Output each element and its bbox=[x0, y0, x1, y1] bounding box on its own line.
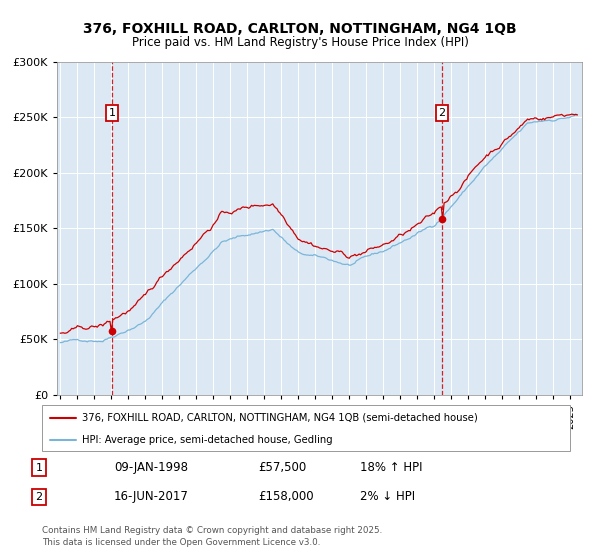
Text: 18% ↑ HPI: 18% ↑ HPI bbox=[360, 461, 422, 474]
Text: £158,000: £158,000 bbox=[258, 490, 314, 503]
Text: 09-JAN-1998: 09-JAN-1998 bbox=[114, 461, 188, 474]
Text: 1: 1 bbox=[109, 108, 116, 118]
Text: £57,500: £57,500 bbox=[258, 461, 306, 474]
Text: 16-JUN-2017: 16-JUN-2017 bbox=[114, 490, 189, 503]
Text: 2% ↓ HPI: 2% ↓ HPI bbox=[360, 490, 415, 503]
Text: 376, FOXHILL ROAD, CARLTON, NOTTINGHAM, NG4 1QB (semi-detached house): 376, FOXHILL ROAD, CARLTON, NOTTINGHAM, … bbox=[82, 413, 478, 423]
Text: 1: 1 bbox=[35, 463, 43, 473]
Text: HPI: Average price, semi-detached house, Gedling: HPI: Average price, semi-detached house,… bbox=[82, 435, 332, 445]
Text: 2: 2 bbox=[35, 492, 43, 502]
Text: 2: 2 bbox=[439, 108, 446, 118]
Text: Price paid vs. HM Land Registry's House Price Index (HPI): Price paid vs. HM Land Registry's House … bbox=[131, 36, 469, 49]
Text: Contains HM Land Registry data © Crown copyright and database right 2025.
This d: Contains HM Land Registry data © Crown c… bbox=[42, 526, 382, 547]
Text: 376, FOXHILL ROAD, CARLTON, NOTTINGHAM, NG4 1QB: 376, FOXHILL ROAD, CARLTON, NOTTINGHAM, … bbox=[83, 22, 517, 36]
